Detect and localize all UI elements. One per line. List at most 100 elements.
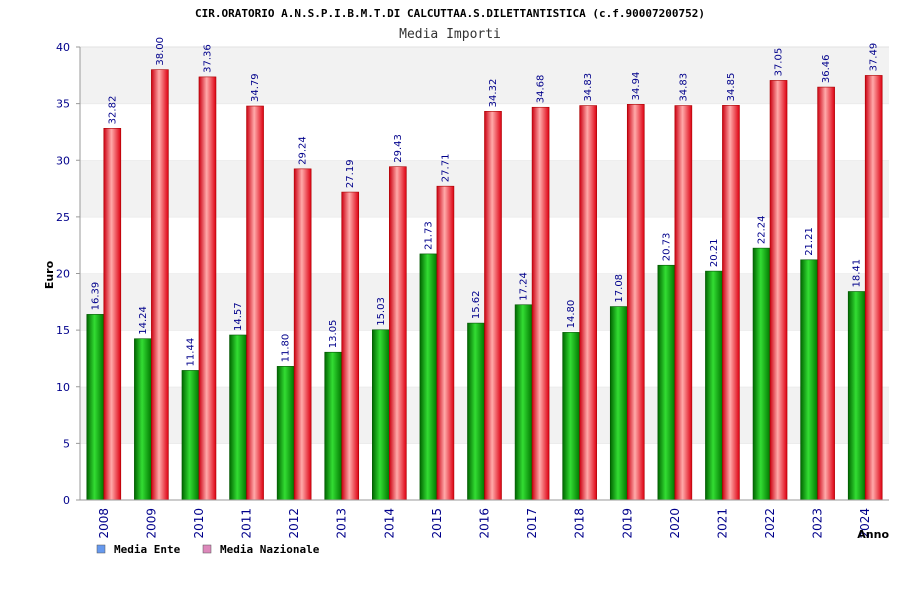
x-tick-label: 2011 bbox=[240, 508, 254, 539]
bar-media-nazionale-2009 bbox=[151, 69, 169, 501]
bar-media-nazionale-2010 bbox=[198, 76, 217, 501]
bar-media-nazionale-2019 bbox=[626, 104, 645, 501]
value-label: 38.00 bbox=[155, 37, 166, 66]
x-tick-label: 2024 bbox=[858, 508, 872, 539]
value-label: 34.94 bbox=[631, 72, 642, 101]
bar-media-ente-2024 bbox=[847, 291, 866, 501]
value-label: 34.32 bbox=[488, 79, 499, 108]
y-tick-label: 40 bbox=[56, 41, 70, 54]
bar-media-nazionale-2017 bbox=[531, 106, 550, 501]
legend-swatch-media-ente bbox=[96, 544, 106, 554]
bar-media-ente-2023 bbox=[800, 259, 818, 501]
value-label: 27.19 bbox=[345, 159, 356, 188]
value-label: 36.46 bbox=[821, 54, 832, 83]
x-tick-label: 2012 bbox=[287, 508, 301, 539]
y-axis-ticks: 0 5 10 15 20 25 30 35 40 bbox=[56, 41, 80, 507]
bar-media-nazionale-2016 bbox=[484, 111, 502, 501]
value-label: 37.49 bbox=[869, 43, 880, 72]
bar-media-nazionale-2018 bbox=[579, 105, 597, 501]
value-labels: 16.39 32.82 14.24 38.00 11.44 37.36 14.57 34.79… bbox=[90, 37, 879, 366]
x-tick-label: 2015 bbox=[430, 508, 444, 539]
x-tick-label: 2022 bbox=[763, 508, 777, 539]
y-tick-label: 20 bbox=[56, 268, 70, 281]
value-label: 27.71 bbox=[440, 154, 451, 183]
x-tick-label: 2008 bbox=[97, 508, 111, 539]
value-label: 22.24 bbox=[757, 215, 768, 244]
y-tick-label: 25 bbox=[56, 211, 70, 224]
value-label: 14.24 bbox=[138, 306, 149, 335]
x-tick-label: 2017 bbox=[525, 508, 539, 539]
y-tick-label: 5 bbox=[63, 437, 70, 450]
y-tick-label: 10 bbox=[56, 381, 70, 394]
legend-swatch-media-nazionale bbox=[202, 544, 212, 554]
bar-media-ente-2018 bbox=[562, 332, 580, 501]
bar-media-ente-2010 bbox=[181, 370, 200, 501]
value-label: 37.36 bbox=[202, 44, 213, 73]
bar-media-ente-2009 bbox=[134, 338, 152, 501]
value-label: 15.62 bbox=[471, 290, 482, 319]
y-tick-label: 15 bbox=[56, 324, 70, 337]
x-tick-label: 2013 bbox=[335, 508, 349, 539]
bar-media-ente-2013 bbox=[324, 351, 343, 501]
bar-media-nazionale-2020 bbox=[674, 105, 693, 501]
bar-media-nazionale-2023 bbox=[817, 86, 835, 501]
value-label: 34.79 bbox=[250, 73, 261, 102]
bar-media-nazionale-2011 bbox=[246, 105, 264, 501]
x-tick-label: 2023 bbox=[811, 508, 825, 539]
value-label: 29.43 bbox=[393, 134, 404, 163]
value-label: 14.57 bbox=[233, 302, 244, 331]
chart-subtitle: Media Importi bbox=[399, 27, 501, 42]
legend-label-media-nazionale: Media Nazionale bbox=[220, 543, 320, 556]
value-label: 32.82 bbox=[107, 96, 118, 125]
y-tick-label: 30 bbox=[56, 154, 70, 167]
x-tick-label: 2010 bbox=[192, 508, 206, 539]
y-tick-label: 0 bbox=[63, 494, 70, 507]
value-label: 13.05 bbox=[328, 320, 339, 349]
x-tick-label: 2009 bbox=[144, 508, 158, 539]
y-axis-label: Euro bbox=[43, 260, 56, 289]
value-label: 17.08 bbox=[614, 274, 625, 303]
bar-media-ente-2012 bbox=[276, 366, 295, 501]
bar-media-nazionale-2024 bbox=[864, 75, 883, 501]
x-tick-label: 2019 bbox=[620, 508, 634, 539]
chart-title: CIR.ORATORIO A.N.S.P.I.B.M.T.DI CALCUTTA… bbox=[195, 7, 705, 20]
value-label: 34.83 bbox=[583, 73, 594, 102]
bar-media-ente-2016 bbox=[467, 322, 485, 501]
bar-media-ente-2008 bbox=[86, 314, 105, 501]
bar-media-ente-2020 bbox=[657, 264, 676, 501]
value-label: 37.05 bbox=[774, 48, 785, 77]
bars bbox=[86, 69, 883, 501]
bar-media-nazionale-2015 bbox=[436, 185, 455, 501]
value-label: 34.68 bbox=[536, 75, 547, 104]
x-tick-label: 2016 bbox=[478, 508, 492, 539]
y-tick-label: 35 bbox=[56, 98, 70, 111]
x-tick-label: 2021 bbox=[715, 508, 729, 539]
value-label: 20.73 bbox=[661, 233, 672, 262]
value-label: 29.24 bbox=[298, 136, 309, 165]
x-tick-label: 2014 bbox=[382, 508, 396, 539]
x-tick-label: 2018 bbox=[573, 508, 587, 539]
bar-media-nazionale-2013 bbox=[341, 191, 360, 501]
x-axis-label: Anno bbox=[857, 528, 889, 541]
bar-media-ente-2014 bbox=[372, 329, 390, 501]
bar-media-nazionale-2022 bbox=[769, 80, 788, 501]
legend: Media Ente Media Nazionale bbox=[96, 543, 320, 556]
value-label: 20.21 bbox=[709, 238, 720, 267]
value-label: 21.73 bbox=[423, 221, 434, 250]
value-label: 21.21 bbox=[804, 227, 815, 256]
x-axis-ticks: 2008 2009 2010 2011 2012 2013 2014 2015 2016 2017… bbox=[97, 508, 872, 539]
bar-media-ente-2019 bbox=[609, 306, 628, 501]
value-label: 34.83 bbox=[678, 73, 689, 102]
value-label: 18.41 bbox=[852, 259, 863, 288]
legend-label-media-ente: Media Ente bbox=[114, 543, 181, 556]
value-label: 17.24 bbox=[519, 272, 530, 301]
bar-media-ente-2017 bbox=[514, 304, 533, 501]
bar-media-nazionale-2014 bbox=[389, 166, 407, 501]
value-label: 11.80 bbox=[281, 334, 292, 363]
value-label: 11.44 bbox=[185, 338, 196, 367]
value-label: 14.80 bbox=[566, 300, 577, 329]
bar-media-nazionale-2008 bbox=[103, 128, 122, 501]
bar-media-ente-2021 bbox=[705, 270, 723, 501]
value-label: 15.03 bbox=[376, 297, 387, 326]
